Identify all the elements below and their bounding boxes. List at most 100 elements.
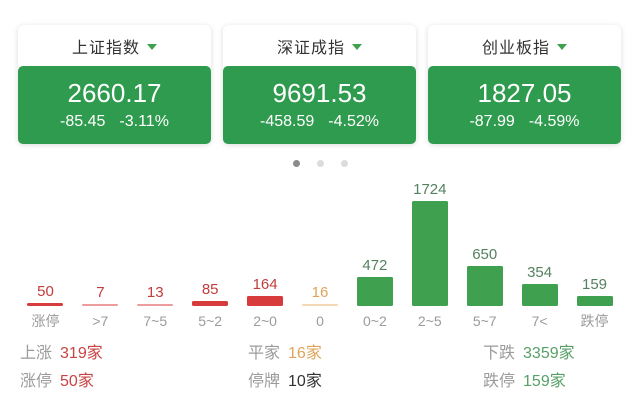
index-name: 上证指数 (71, 39, 140, 57)
index-card-shenzhen[interactable]: 深证成指 9691.53 -458.59 -4.52% (223, 25, 416, 144)
index-selector-chinext[interactable]: 创业板指 (428, 25, 621, 66)
stat-limit-up-count: 涨停 50家 (20, 372, 103, 392)
bar (576, 296, 613, 306)
chart-bar-slot-10[interactable]: 159 跌停 (567, 180, 622, 330)
stat-label: 平家 (248, 345, 281, 362)
stat-value: 319家 (60, 345, 103, 362)
index-value: 1827.05 (477, 77, 572, 108)
bar-value-label: 164 (252, 276, 278, 293)
chevron-down-icon (147, 43, 157, 50)
bar-value-label: 13 (146, 284, 164, 301)
index-change-row: -458.59 -4.52% (260, 111, 379, 133)
index-change: -85.45 (60, 112, 106, 130)
stat-label: 涨停 (20, 373, 53, 390)
chart-bar-slot-2[interactable]: 13 7~5 (128, 180, 183, 330)
bar-category-label: 7~5 (143, 313, 168, 329)
index-card-chinext[interactable]: 创业板指 1827.05 -87.99 -4.59% (428, 25, 621, 144)
index-card-shanghai[interactable]: 上证指数 2660.17 -85.45 -3.11% (18, 25, 211, 144)
bar-category-label: >7 (92, 313, 109, 329)
bar-category-label: 7< (531, 313, 548, 329)
bar-category-label: 2~5 (417, 313, 442, 329)
bar-value-label: 354 (527, 264, 553, 281)
bar-category-label: 涨停 (31, 313, 60, 329)
stat-value: 50家 (60, 373, 94, 390)
stat-label: 上涨 (20, 345, 53, 362)
chevron-down-icon (557, 43, 567, 50)
summary-col-flat: 平家 16家 停牌 10家 (248, 344, 322, 400)
index-selector-shanghai[interactable]: 上证指数 (18, 25, 211, 66)
index-selector-shenzhen[interactable]: 深证成指 (223, 25, 416, 66)
index-value: 2660.17 (67, 77, 162, 108)
stat-flat-count: 平家 16家 (248, 344, 322, 364)
chart-bar-slot-0[interactable]: 50 涨停 (18, 180, 73, 330)
bar (301, 304, 338, 306)
chart-bar-slot-7[interactable]: 1724 2~5 (402, 180, 457, 330)
bar (192, 301, 229, 306)
bar-value-label: 7 (96, 284, 105, 301)
index-change: -87.99 (469, 112, 515, 130)
summary-col-down: 下跌 3359家 跌停 159家 (483, 344, 575, 400)
bar (356, 277, 393, 306)
stat-down-count: 下跌 3359家 (483, 344, 575, 364)
carousel-dot-1 (316, 160, 324, 167)
bar (27, 303, 64, 306)
chart-bar-slot-8[interactable]: 650 5~7 (457, 180, 512, 330)
carousel-dots (0, 160, 640, 167)
stat-label: 停牌 (248, 373, 281, 390)
index-value: 9691.53 (272, 77, 367, 108)
chart-bar-slot-9[interactable]: 354 7< (512, 180, 567, 330)
bar-category-label: 0~2 (363, 313, 387, 329)
index-change: -458.59 (260, 112, 315, 130)
bar (466, 266, 503, 306)
stat-label: 下跌 (483, 345, 516, 362)
bar-value-label: 50 (37, 283, 54, 300)
bar-value-label: 472 (362, 257, 388, 274)
bar-value-label: 16 (311, 284, 329, 301)
index-change-row: -87.99 -4.59% (469, 111, 579, 133)
carousel-dot-2 (340, 160, 348, 167)
stat-value: 10家 (288, 373, 322, 390)
index-cards-row: 上证指数 2660.17 -85.45 -3.11% 深证成指 9691.53 … (18, 25, 622, 144)
bar-value-label: 159 (582, 276, 608, 293)
stat-value: 16家 (288, 345, 322, 362)
index-change-pct: -3.11% (119, 112, 169, 130)
bar-value-label: 85 (201, 281, 219, 298)
summary-col-up: 上涨 319家 涨停 50家 (20, 344, 103, 400)
index-quote-panel[interactable]: 9691.53 -458.59 -4.52% (223, 66, 416, 144)
stat-label: 跌停 (483, 373, 516, 390)
bar-category-label: 0 (316, 313, 324, 329)
stat-suspended-count: 停牌 10家 (248, 372, 322, 392)
bar (82, 304, 119, 306)
stat-limit-down-count: 跌停 159家 (483, 372, 575, 392)
index-quote-panel[interactable]: 1827.05 -87.99 -4.59% (428, 66, 621, 144)
index-change-pct: -4.52% (328, 112, 379, 130)
chart-bar-slot-5[interactable]: 16 0 (293, 180, 348, 330)
index-quote-panel[interactable]: 2660.17 -85.45 -3.11% (18, 66, 211, 144)
bar-category-label: 5~2 (198, 313, 223, 329)
chevron-down-icon (352, 43, 362, 50)
index-name: 深证成指 (276, 39, 345, 57)
bar (521, 284, 558, 306)
bar (411, 201, 448, 306)
index-name: 创业板指 (481, 39, 550, 57)
stat-value: 3359家 (523, 345, 575, 362)
bar-category-label: 2~0 (253, 313, 277, 329)
chart-bar-slot-1[interactable]: 7 >7 (73, 180, 128, 330)
carousel-dot-0 (292, 160, 300, 167)
stat-up-count: 上涨 319家 (20, 344, 103, 364)
stat-value: 159家 (523, 373, 566, 390)
chart-bar-slot-3[interactable]: 85 5~2 (183, 180, 238, 330)
bar-category-label: 5~7 (472, 313, 497, 329)
bar (137, 304, 174, 306)
market-summary: 上涨 319家 涨停 50家 平家 16家 停牌 10家 下跌 3359家 跌停 159家 (20, 344, 640, 400)
index-change-row: -85.45 -3.11% (60, 111, 169, 133)
bar-value-label: 650 (472, 246, 498, 263)
chart-bar-slot-4[interactable]: 164 2~0 (238, 180, 293, 330)
chart-bar-slot-6[interactable]: 472 0~2 (347, 180, 402, 330)
index-change-pct: -4.59% (528, 112, 580, 130)
bar-category-label: 跌停 (580, 313, 609, 329)
bar-value-label: 1724 (413, 181, 447, 198)
bar (247, 296, 284, 306)
market-breadth-chart: 50 涨停 7 >7 13 7~5 85 5~2 164 2~0 16 0 472 0~2 1724 2~5 6… (18, 180, 622, 330)
